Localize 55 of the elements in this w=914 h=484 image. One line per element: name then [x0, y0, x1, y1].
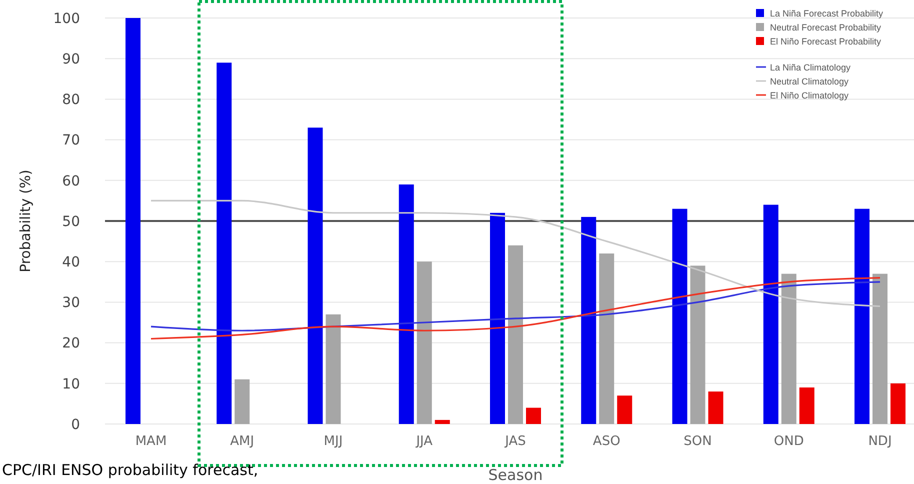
legend-label: El Niño Climatology	[770, 90, 850, 100]
x-tick-label: NDJ	[868, 434, 892, 449]
bar	[308, 128, 323, 424]
bar	[416, 262, 432, 424]
bar	[526, 408, 541, 424]
legend-label: El Niño Forecast Probability	[770, 36, 882, 46]
bar	[581, 216, 596, 424]
legend-label: Neutral Climatology	[770, 76, 850, 86]
bar	[799, 387, 814, 424]
line-series	[150, 277, 881, 340]
legend-label: La Niña Forecast Probability	[770, 8, 884, 18]
x-tick-label: JAS	[504, 434, 526, 449]
y-axis-title: Probability (%)	[18, 170, 34, 272]
x-tick-label: OND	[774, 434, 804, 449]
bar	[763, 204, 778, 424]
bar	[690, 266, 706, 424]
y-tick-label: 80	[62, 92, 80, 108]
line-series	[150, 200, 881, 308]
bar	[398, 184, 414, 424]
bar	[434, 420, 450, 424]
x-tick-label: SON	[684, 434, 712, 449]
y-tick-label: 10	[62, 376, 80, 392]
x-tick-label: JJA	[415, 434, 433, 449]
y-tick-label: 70	[62, 132, 80, 149]
bar	[872, 274, 888, 424]
line-series	[150, 281, 881, 332]
bar	[126, 18, 140, 424]
bar	[216, 62, 232, 424]
bar	[708, 392, 724, 424]
bar	[617, 396, 632, 424]
text: CPC/IRI ENSO probability forecast,	[2, 461, 258, 479]
y-tick-label: 60	[62, 173, 80, 190]
bar	[599, 253, 614, 424]
bar	[672, 208, 688, 424]
y-tick-label: 90	[62, 52, 80, 68]
legend-label: Neutral Forecast Probability	[770, 22, 882, 32]
bar	[490, 212, 505, 424]
y-tick-label: 0	[71, 416, 80, 433]
y-tick-label: 50	[62, 214, 80, 230]
y-tick-label: 40	[62, 254, 80, 270]
bar	[234, 379, 250, 424]
bar	[854, 208, 870, 424]
bar	[781, 274, 796, 424]
legend-label: La Niña Climatology	[770, 62, 852, 72]
bar	[890, 383, 906, 424]
x-tick-label: AMJ	[230, 434, 254, 449]
x-tick-label: MAM	[135, 434, 167, 449]
x-axis-title: Season	[488, 466, 543, 484]
x-tick-label: ASO	[592, 434, 620, 449]
bar	[508, 245, 523, 424]
y-tick-label: 30	[62, 295, 80, 312]
y-tick-label: 100	[53, 10, 80, 27]
bar	[326, 314, 341, 424]
y-tick-label: 20	[62, 336, 80, 352]
x-tick-label: MJJ	[324, 434, 343, 449]
